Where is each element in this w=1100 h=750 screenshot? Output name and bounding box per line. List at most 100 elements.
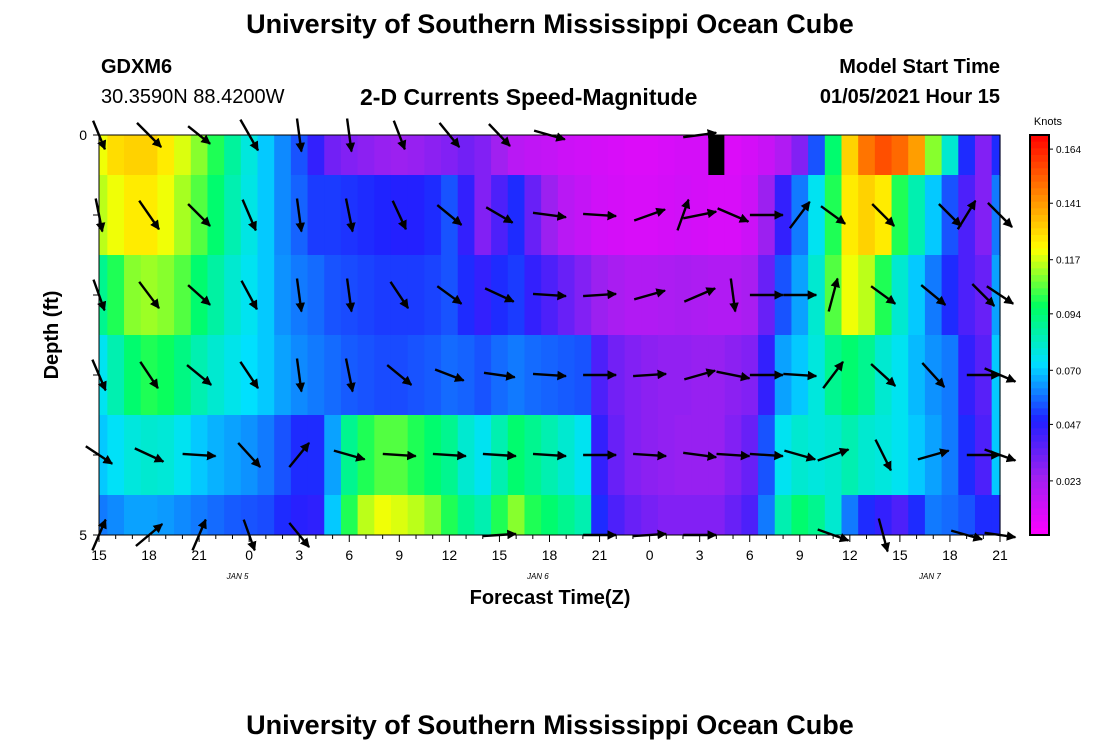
heatmap-cell	[507, 135, 526, 176]
x-tick-label: 18	[141, 547, 157, 563]
heatmap-cell	[808, 495, 826, 536]
current-vector	[288, 442, 311, 468]
heatmap-cell	[758, 495, 776, 536]
heatmap-cell	[991, 175, 1001, 256]
heatmap-cell	[858, 415, 876, 496]
current-vector	[138, 281, 160, 309]
heatmap-cell	[657, 135, 676, 176]
page-title: University of Southern Mississippi Ocean…	[246, 9, 854, 39]
colorbar-segment	[1030, 161, 1049, 169]
heatmap-cell	[407, 495, 425, 536]
no-data-cell	[708, 135, 725, 175]
heatmap-cell	[157, 495, 175, 536]
heatmap-cell	[224, 255, 242, 336]
heatmap-cell	[274, 415, 292, 496]
colorbar-segment	[1030, 155, 1049, 163]
heatmap-cell	[224, 495, 242, 536]
colorbar-segment	[1030, 508, 1049, 516]
heatmap-cell	[257, 255, 275, 336]
heatmap-cell	[357, 335, 375, 416]
heatmap-cell	[858, 335, 876, 416]
bottom-title: University of Southern Mississippi Ocean…	[246, 710, 854, 740]
heatmap-cell	[991, 495, 1001, 536]
heatmap-cell	[124, 495, 142, 536]
heatmap-cell	[474, 255, 492, 336]
heatmap-cell	[591, 495, 609, 536]
colorbar-tick-label: 0.164	[1056, 145, 1081, 156]
colorbar-segment	[1030, 421, 1049, 429]
x-tick-label: 0	[245, 547, 253, 563]
heatmap-cell	[457, 335, 476, 416]
heatmap-cell	[174, 135, 192, 176]
colorbar-frame	[1029, 134, 1050, 536]
y-axis-label: Depth (ft)	[41, 291, 63, 380]
x-tick-label: 12	[442, 547, 458, 563]
current-vector	[436, 204, 463, 226]
date-label: JAN 5	[226, 572, 249, 581]
x-tick-label: 9	[796, 547, 804, 563]
current-vector	[583, 210, 618, 221]
heatmap-cell	[624, 415, 642, 496]
heatmap-cell	[708, 175, 726, 256]
heatmap-cell	[758, 135, 776, 176]
heatmap-cell	[741, 135, 759, 176]
heatmap-cell	[457, 175, 476, 256]
colorbar-segment	[1030, 435, 1049, 443]
heatmap-cell	[257, 175, 275, 256]
heatmap-cell	[107, 335, 125, 416]
heatmap-cell	[841, 175, 859, 256]
current-vector	[716, 450, 751, 461]
current-vector	[870, 363, 897, 387]
colorbar: 0.164 0.141 0.117 0.094 0.070 0.047 0.023	[1029, 134, 1081, 536]
heatmap-cell	[958, 135, 976, 176]
heatmap-cell	[774, 135, 793, 176]
colorbar-tick-label: 0.094	[1056, 310, 1081, 321]
colorbar-segment	[1030, 481, 1049, 489]
x-tick-label: 3	[295, 547, 303, 563]
heatmap-cell	[841, 255, 859, 336]
current-vector	[788, 201, 811, 229]
heatmap-cell	[891, 175, 909, 256]
current-vector	[870, 285, 897, 305]
current-vector	[682, 208, 718, 220]
heatmap-cell	[841, 415, 859, 496]
heatmap-cell	[107, 135, 125, 176]
current-vector	[186, 364, 212, 386]
heatmap-cell	[240, 495, 259, 536]
heatmap-cell	[524, 175, 542, 256]
colorbar-segment	[1030, 528, 1049, 536]
current-vector	[187, 284, 211, 306]
colorbar-segment	[1030, 241, 1049, 249]
heatmap-cell	[974, 495, 993, 536]
heatmap-cell	[424, 495, 442, 536]
heatmap-cell	[324, 335, 342, 416]
heatmap-cell	[174, 255, 192, 336]
heatmap-cell	[557, 495, 576, 536]
heatmap-cell	[808, 135, 826, 176]
colorbar-unit-label: Knots	[1034, 116, 1063, 128]
heatmap-cell	[574, 175, 592, 256]
colorbar-segment	[1030, 515, 1049, 523]
heatmap-cell	[708, 495, 726, 536]
heatmap-cell	[908, 415, 926, 496]
heatmap-cell	[357, 495, 375, 536]
x-tick-label: 0	[646, 547, 654, 563]
heatmap-cell	[624, 255, 642, 336]
heatmap-cell	[374, 415, 392, 496]
heatmap-cell	[357, 135, 375, 176]
heatmap-cell	[224, 415, 242, 496]
heatmap-cell	[724, 495, 742, 536]
x-tick-label: 15	[892, 547, 908, 563]
colorbar-segment	[1030, 468, 1049, 476]
y-tick-label: 0	[79, 127, 87, 143]
heatmap-cell	[474, 175, 492, 256]
colorbar-segment	[1030, 281, 1049, 289]
colorbar-segment	[1030, 288, 1049, 296]
heatmap-cell	[891, 415, 909, 496]
colorbar-segment	[1030, 235, 1049, 243]
heatmap-cell	[274, 335, 292, 416]
colorbar-segment	[1030, 455, 1049, 463]
colorbar-segment	[1030, 301, 1049, 309]
current-vector	[871, 203, 896, 227]
heatmap-cell	[324, 255, 342, 336]
